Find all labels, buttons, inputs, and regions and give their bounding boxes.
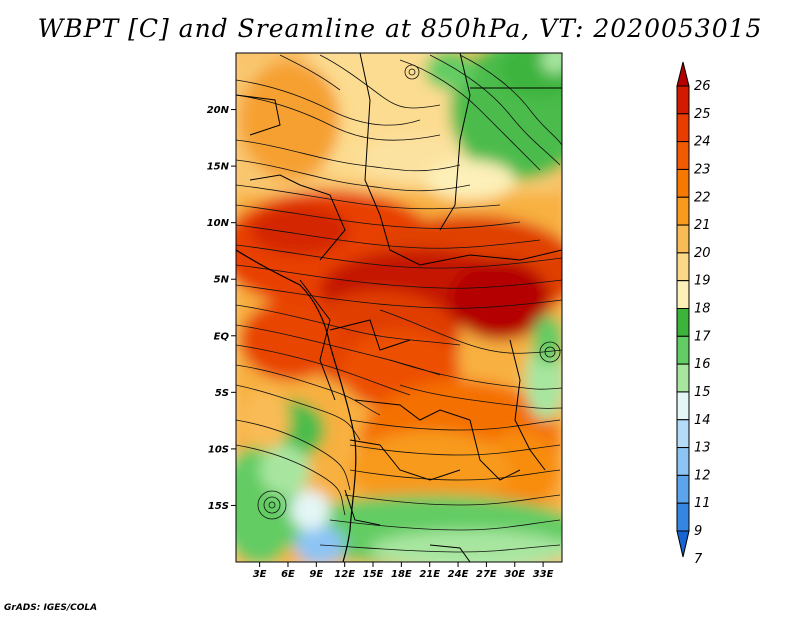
lat-tick-label: 10S (208, 444, 229, 455)
lon-tick-label: 18E (391, 569, 412, 580)
colorbar-label: 9 (694, 524, 702, 539)
colorbar-label: 20 (694, 246, 711, 261)
lon-tick-label: 30E (504, 569, 525, 580)
grads-credit: GrADS: IGES/COLA (4, 603, 98, 613)
lat-tick-label: 5N (214, 275, 230, 286)
colorbar-segment (676, 391, 690, 421)
colorbar-label: 18 (694, 302, 711, 317)
colorbar-label: 19 (694, 274, 711, 289)
colorbar-segment (676, 224, 690, 254)
colorbar-label: 7 (694, 552, 703, 567)
colorbar-label: 16 (694, 357, 711, 372)
colorbar-segment (676, 335, 690, 365)
colorbar-label: 12 (694, 468, 711, 483)
colorbar-segment (676, 447, 690, 476)
lon-tick-label: 9E (309, 569, 323, 580)
temperature-field (236, 53, 562, 562)
lon-tick-label: 15E (363, 569, 384, 580)
colorbar-segment (676, 252, 690, 282)
colorbar-label: 15 (694, 385, 711, 400)
colorbar-label: 17 (694, 329, 711, 344)
streamlines (236, 54, 562, 553)
map-frame (235, 52, 563, 563)
colorbar-label: 13 (694, 441, 711, 456)
colorbar-bottom-arrow (676, 530, 690, 558)
lat-tick-label: 10N (207, 218, 230, 229)
coastline (236, 249, 357, 562)
lon-tick-label: 3E (253, 569, 267, 580)
colorbar-segment (676, 308, 690, 337)
colorbar-segment (676, 141, 690, 170)
colorbar-top-arrow (676, 61, 690, 87)
colorbar-segment (676, 280, 690, 309)
lat-tick-label: 5S (215, 388, 229, 399)
latitude-axis: 20N 15N 10N 5N EQ 5S 10S 15S (207, 105, 236, 512)
lon-tick-label: 12E (334, 569, 355, 580)
colorbar: 26 25 24 23 22 21 20 19 18 17 16 15 14 13 12 11 9 7 (676, 61, 711, 567)
colorbar-label: 11 (694, 496, 711, 511)
colorbar-segment (676, 502, 690, 532)
colorbar-label: 22 (694, 190, 711, 205)
colorbar-segment (676, 168, 690, 198)
lon-tick-label: 27E (476, 569, 497, 580)
colorbar-label: 23 (694, 162, 711, 177)
lat-tick-label: EQ (214, 331, 230, 342)
lat-tick-label: 15N (207, 162, 230, 173)
colorbar-label: 25 (694, 107, 711, 122)
colorbar-label: 24 (694, 135, 711, 150)
colorbar-segment (676, 363, 690, 393)
lon-tick-label: 6E (281, 569, 295, 580)
chart-title: WBPT [C] and Sreamline at 850hPa, VT: 20… (37, 14, 763, 43)
colorbar-segment (676, 419, 690, 449)
lat-tick-label: 20N (207, 105, 230, 116)
lon-tick-label: 24E (448, 569, 469, 580)
longitude-axis: 3E 6E 9E 12E 15E 18E 21E 24E 27E 30E 33E (253, 562, 554, 580)
colorbar-label: 21 (694, 218, 711, 233)
colorbar-label: 14 (694, 413, 711, 428)
lon-tick-label: 33E (533, 569, 554, 580)
colorbar-segment (676, 196, 690, 226)
map-area (236, 53, 562, 562)
country-borders (236, 53, 562, 562)
colorbar-segment (676, 474, 690, 504)
colorbar-segment (676, 85, 690, 115)
colorbar-label: 26 (694, 79, 711, 94)
lat-tick-label: 15S (208, 501, 229, 512)
colorbar-segment (676, 113, 690, 143)
lon-tick-label: 21E (419, 569, 440, 580)
